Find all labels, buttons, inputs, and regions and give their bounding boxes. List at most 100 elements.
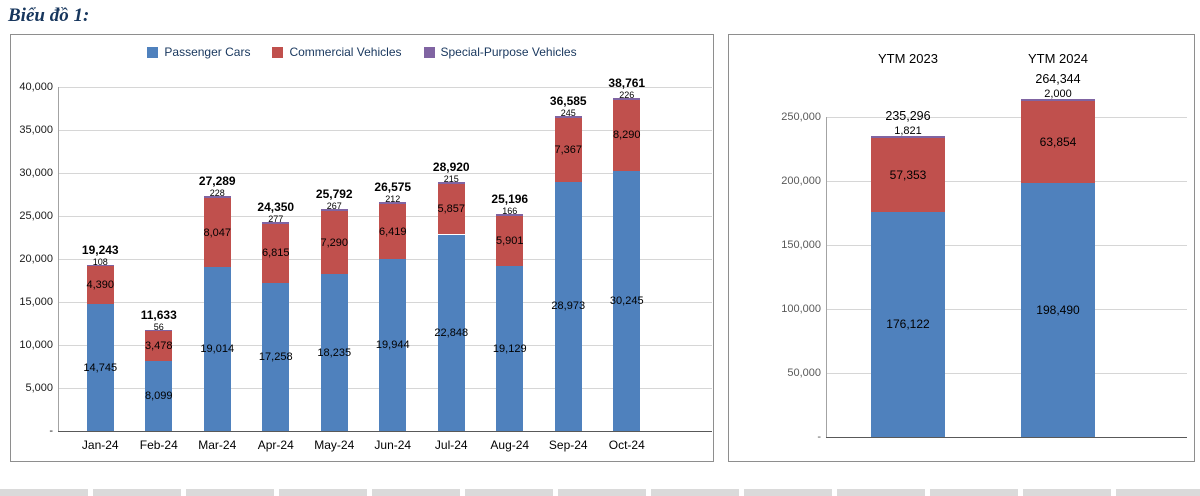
value-label-special-purpose-vehicles: 267 [326,201,342,212]
bar-segment-commercial-vehicles [871,138,945,212]
bar-segment-special-purpose-vehicles [437,182,465,185]
category-label: Jul-24 [434,438,468,452]
category-label: Feb-24 [139,438,178,452]
value-label-passenger-cars: 18,235 [317,346,352,359]
bar-segment-passenger-cars [871,211,945,437]
y-axis-tick-label: 50,000 [787,367,821,379]
value-label-special-purpose-vehicles: 166 [502,206,518,217]
value-label-commercial-vehicles: 8,290 [612,129,641,142]
value-label-passenger-cars: 30,245 [609,294,644,307]
legend-swatch-special-purpose-vehicles [423,46,435,58]
value-label-commercial-vehicles: 5,857 [437,203,466,216]
bar-segment-commercial-vehicles [1021,101,1095,183]
category-label: Sep-24 [548,438,588,452]
gridline [826,245,1187,246]
bar-segment-commercial-vehicles [437,184,465,235]
category-label: YTM 2024 [1028,51,1088,66]
category-label: Jun-24 [374,438,412,452]
bar-total-label: 235,296 [885,108,931,123]
value-label-passenger-cars: 22,848 [434,326,469,339]
gridline [826,117,1187,118]
category-label: May-24 [314,438,355,452]
category-label: Aug-24 [490,438,530,452]
x-axis-line [826,437,1187,438]
gridline [826,309,1187,310]
legend-swatch-commercial-vehicles [272,46,284,58]
y-axis-tick-label: 150,000 [781,239,821,251]
y-axis-tick-label: 200,000 [781,175,821,187]
value-label-passenger-cars: 198,490 [1036,302,1080,317]
bar-segment-special-purpose-vehicles [145,330,173,332]
category-label: Jan-24 [81,438,119,452]
bar-segment-passenger-cars [320,274,348,431]
bar-segment-passenger-cars [262,282,290,431]
value-label-special-purpose-vehicles: 212 [385,194,401,205]
bar-segment-passenger-cars [613,170,641,431]
bar-segment-passenger-cars [1021,182,1095,437]
legend-item-commercial-vehicles: Commercial Vehicles [272,45,402,59]
bar-segment-commercial-vehicles [379,204,407,260]
legend-swatch-passenger-cars [147,46,159,58]
bar-total-label: 27,289 [198,174,236,189]
value-label-special-purpose-vehicles: 56 [153,322,164,333]
bar-total-label: 25,792 [315,187,353,202]
value-label-special-purpose-vehicles: 1,821 [894,124,922,137]
gridline [826,181,1187,182]
category-label: Oct-24 [608,438,645,452]
legend-item-passenger-cars: Passenger Cars [147,45,250,59]
gridline [826,373,1187,374]
gridline [58,130,712,131]
bar-segment-passenger-cars [203,267,231,431]
y-axis-tick-label: 5,000 [25,382,53,394]
y-axis-tick-label: 30,000 [19,167,53,179]
y-axis-tick-label: - [817,431,821,443]
bar-segment-passenger-cars [554,181,582,431]
value-label-commercial-vehicles: 5,901 [495,235,524,248]
bar-total-label: 36,585 [549,94,587,109]
bar-segment-special-purpose-vehicles [496,214,524,216]
value-label-commercial-vehicles: 7,367 [554,144,583,157]
y-axis-tick-label: 25,000 [19,210,53,222]
next-table-top-edge [0,489,1200,496]
bar-segment-passenger-cars [379,259,407,431]
value-label-special-purpose-vehicles: 2,000 [1044,87,1072,100]
value-label-special-purpose-vehicles: 245 [560,108,576,119]
x-axis-line [58,431,712,432]
bar-segment-special-purpose-vehicles [320,209,348,212]
value-label-passenger-cars: 19,014 [200,343,235,356]
ytm-comparison-chart-panel: - 50,000 100,000 150,000 200,000 250,000 176,1… [728,34,1195,462]
value-label-special-purpose-vehicles: 228 [209,188,225,199]
gridline [58,173,712,174]
value-label-commercial-vehicles: 63,854 [1039,135,1077,150]
monthly-sales-chart: - 5,000 10,000 15,000 20,000 25,000 30,000 35,0… [11,35,713,461]
y-axis-tick-label: 40,000 [19,81,53,93]
value-label-passenger-cars: 19,944 [375,339,410,352]
bar-segment-special-purpose-vehicles [871,135,945,139]
bar-segment-commercial-vehicles [203,198,231,268]
bar-segment-commercial-vehicles [496,215,524,267]
bar-total-label: 26,575 [374,180,412,195]
value-label-commercial-vehicles: 6,419 [378,225,407,238]
y-axis-tick-label: - [49,425,53,437]
legend-label: Passenger Cars [164,45,251,59]
value-label-passenger-cars: 176,122 [886,317,930,332]
bar-segment-commercial-vehicles [262,223,290,283]
bar-segment-special-purpose-vehicles [613,97,641,100]
bar-segment-special-purpose-vehicles [554,116,582,119]
value-label-commercial-vehicles: 8,047 [203,226,232,239]
gridline [58,87,712,88]
value-label-special-purpose-vehicles: 277 [268,213,284,224]
bar-segment-commercial-vehicles [320,211,348,275]
y-axis-tick-label: 15,000 [19,296,53,308]
bar-segment-special-purpose-vehicles [203,196,231,199]
bar-segment-passenger-cars [437,234,465,431]
bar-total-label: 28,920 [432,160,470,175]
bar-total-label: 19,243 [81,243,119,258]
value-label-special-purpose-vehicles: 108 [92,257,108,268]
category-label: Apr-24 [257,438,294,452]
bar-total-label: 25,196 [491,192,529,207]
page-title: Biểu đồ 1: [8,5,90,26]
value-label-special-purpose-vehicles: 226 [619,89,635,100]
category-label: YTM 2023 [878,51,938,66]
